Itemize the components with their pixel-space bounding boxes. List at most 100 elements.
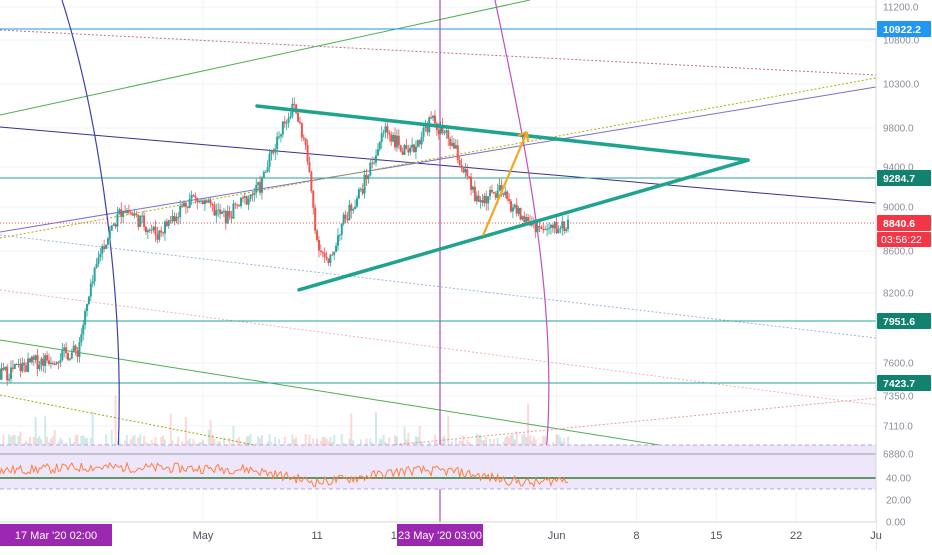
volume-bar — [350, 413, 353, 454]
candle-body — [567, 219, 570, 230]
candle-body — [106, 238, 109, 245]
candle-body — [181, 205, 184, 207]
candle-body — [51, 362, 54, 364]
volume-bar — [515, 431, 518, 454]
volume-bar — [527, 403, 530, 454]
candle-body — [4, 366, 7, 370]
candle-body — [375, 155, 378, 163]
volume-bar — [8, 434, 11, 454]
dotted-olive-line — [0, 394, 301, 455]
candle-body — [203, 200, 206, 205]
candle-body — [502, 193, 505, 195]
candle-body — [475, 195, 478, 202]
candle-body — [283, 121, 286, 124]
candle-body — [359, 188, 362, 190]
countdown-text: 03:56:22 — [881, 234, 922, 246]
candle-body — [336, 235, 339, 246]
price-label-text: 8840.6 — [883, 218, 915, 230]
candle-body — [317, 240, 320, 251]
candle-body — [443, 132, 446, 134]
candle-body — [11, 367, 14, 369]
candle-body — [82, 324, 85, 335]
candle-body — [236, 204, 239, 206]
candle-body — [129, 212, 132, 214]
time-tick-label: 22 — [790, 530, 802, 542]
candle-body — [553, 222, 556, 229]
candle-body — [314, 207, 317, 231]
volume-bar — [475, 433, 478, 454]
candle-body — [527, 217, 530, 222]
candle-body — [316, 230, 319, 241]
candle-body — [13, 364, 16, 369]
candle-body — [234, 203, 237, 205]
candle-body — [278, 136, 281, 138]
volume-bar — [447, 415, 450, 454]
candle-body — [310, 172, 313, 191]
volume-bar — [521, 434, 524, 454]
volume-bar — [418, 425, 421, 454]
candle-body — [146, 230, 149, 233]
candle-body — [525, 217, 528, 223]
candle-body — [86, 303, 89, 312]
candle-body — [270, 150, 273, 154]
candle-body — [302, 137, 305, 139]
price-tick-label: 6880.0 — [883, 450, 914, 461]
candle-body — [327, 258, 330, 264]
candle-body — [255, 184, 258, 193]
candle-body — [367, 175, 370, 180]
candle-body — [517, 207, 520, 214]
candle-body — [72, 345, 75, 353]
candle-body — [260, 177, 263, 193]
candle-body — [456, 145, 459, 161]
price-axis[interactable]: 11200.0 10800.0 10300.0 9800.0 9400.0 9000.0 8… — [875, 0, 932, 550]
price-label-tag — [877, 170, 931, 186]
price-label-text: 7423.7 — [883, 378, 915, 390]
dotted-blue-line — [0, 234, 877, 339]
candle-body — [131, 213, 134, 216]
candle-body — [40, 358, 43, 365]
drawings[interactable] — [255, 104, 750, 292]
candle-body — [504, 191, 507, 195]
candle-body — [490, 189, 493, 192]
volume-bar — [80, 435, 83, 454]
candle-body — [534, 224, 537, 233]
volume-bar — [91, 411, 94, 454]
candle-body — [304, 138, 307, 145]
volume-bar — [139, 434, 142, 454]
candle-body — [563, 221, 566, 231]
candle-body — [494, 193, 497, 198]
candle-body — [508, 199, 511, 202]
candle-body — [348, 204, 351, 221]
candle-body — [34, 355, 37, 360]
candle-body — [551, 224, 554, 229]
candle-body — [257, 182, 260, 185]
candle-body — [55, 362, 58, 365]
candle-body — [458, 160, 461, 165]
candle-body — [57, 362, 60, 364]
candle-body — [148, 229, 151, 231]
candle-body — [266, 167, 269, 172]
candle-body — [188, 198, 191, 208]
candle-body — [354, 206, 357, 210]
candle-body — [9, 367, 12, 380]
candle-body — [414, 146, 417, 153]
volume-bar — [542, 435, 545, 454]
volume-bar — [528, 435, 531, 454]
candle-body — [70, 352, 73, 359]
candle-body — [376, 149, 379, 156]
candle-body — [97, 257, 100, 264]
price-tick-label: 11200.0 — [883, 3, 919, 14]
candle-body — [93, 267, 96, 282]
candle-body — [487, 196, 490, 204]
candle-body — [382, 132, 385, 134]
volume-bar — [477, 434, 480, 454]
candle-body — [15, 364, 18, 366]
candle-body — [217, 209, 220, 211]
candle-body — [333, 251, 336, 255]
candle-body — [519, 207, 522, 220]
candle-body — [496, 190, 499, 198]
candle-body — [209, 200, 212, 204]
volume-bar — [114, 395, 117, 454]
